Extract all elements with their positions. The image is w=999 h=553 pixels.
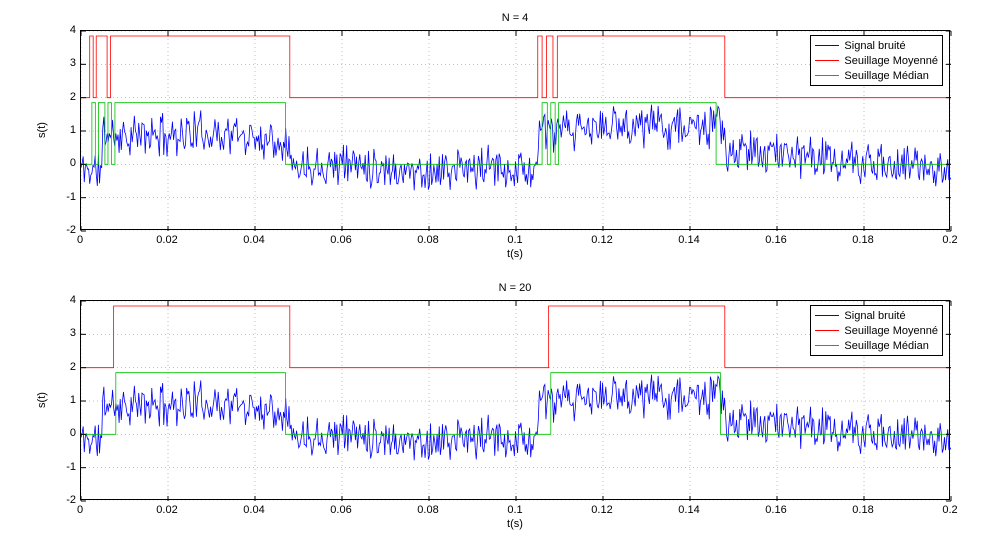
ytick-label: 0 <box>58 427 76 439</box>
plot-title-1: N = 20 <box>499 282 532 294</box>
legend-item: Signal bruité <box>815 38 938 53</box>
legend-item: Signal bruité <box>815 308 938 323</box>
ytick-label: 4 <box>58 294 76 306</box>
legend-label: Seuillage Moyenné <box>844 325 938 337</box>
legend-1: Signal bruité Seuillage Moyenné Seuillage … <box>810 305 943 356</box>
legend-label: Seuillage Médian <box>844 340 928 352</box>
legend-swatch <box>815 75 839 76</box>
ylabel-1: s(t) <box>36 392 48 408</box>
xtick-label: 0.16 <box>765 504 786 516</box>
legend-label: Seuillage Moyenné <box>844 55 938 67</box>
xtick-label: 0.06 <box>330 234 351 246</box>
xtick-label: 0.2 <box>942 504 957 516</box>
ytick-label: 1 <box>58 124 76 136</box>
ytick-label: -1 <box>58 461 76 473</box>
xtick-label: 0.02 <box>156 234 177 246</box>
legend-0: Signal bruité Seuillage Moyenné Seuillage … <box>810 35 943 86</box>
ytick-label: 4 <box>58 24 76 36</box>
xtick-label: 0.08 <box>417 504 438 516</box>
xtick-label: 0.04 <box>243 504 264 516</box>
ytick-label: 2 <box>58 91 76 103</box>
ytick-label: -2 <box>58 494 76 506</box>
axes-0: Signal bruité Seuillage Moyenné Seuillage … <box>80 30 950 230</box>
plot-title-0: N = 4 <box>502 12 529 24</box>
xtick-label: 0.12 <box>591 504 612 516</box>
legend-swatch <box>815 60 839 61</box>
xtick-label: 0.02 <box>156 504 177 516</box>
ytick-label: 1 <box>58 394 76 406</box>
xtick-label: 0.12 <box>591 234 612 246</box>
legend-swatch <box>815 345 839 346</box>
xtick-label: 0.04 <box>243 234 264 246</box>
legend-swatch <box>815 330 839 331</box>
xtick-label: 0.1 <box>507 234 522 246</box>
xtick-label: 0.1 <box>507 504 522 516</box>
ytick-label: -2 <box>58 224 76 236</box>
legend-label: Signal bruité <box>844 40 905 52</box>
ytick-label: 3 <box>58 327 76 339</box>
legend-swatch <box>815 45 839 46</box>
xtick-label: 0.18 <box>852 234 873 246</box>
xtick-label: 0.18 <box>852 504 873 516</box>
ytick-label: 0 <box>58 157 76 169</box>
ytick-label: 2 <box>58 361 76 373</box>
xtick-label: 0 <box>77 504 83 516</box>
legend-item: Seuillage Médian <box>815 338 938 353</box>
legend-label: Seuillage Médian <box>844 70 928 82</box>
legend-label: Signal bruité <box>844 310 905 322</box>
legend-item: Seuillage Moyenné <box>815 53 938 68</box>
xtick-label: 0.14 <box>678 504 699 516</box>
xtick-label: 0.08 <box>417 234 438 246</box>
figure: Signal bruité Seuillage Moyenné Seuillage … <box>0 0 999 553</box>
xtick-label: 0.2 <box>942 234 957 246</box>
legend-item: Seuillage Médian <box>815 68 938 83</box>
xtick-label: 0.14 <box>678 234 699 246</box>
xtick-label: 0 <box>77 234 83 246</box>
ytick-label: 3 <box>58 57 76 69</box>
xtick-label: 0.06 <box>330 504 351 516</box>
legend-item: Seuillage Moyenné <box>815 323 938 338</box>
xlabel-0: t(s) <box>507 248 523 260</box>
ylabel-0: s(t) <box>36 122 48 138</box>
xtick-label: 0.16 <box>765 234 786 246</box>
xlabel-1: t(s) <box>507 518 523 530</box>
legend-swatch <box>815 315 839 316</box>
axes-1: Signal bruité Seuillage Moyenné Seuillage … <box>80 300 950 500</box>
ytick-label: -1 <box>58 191 76 203</box>
